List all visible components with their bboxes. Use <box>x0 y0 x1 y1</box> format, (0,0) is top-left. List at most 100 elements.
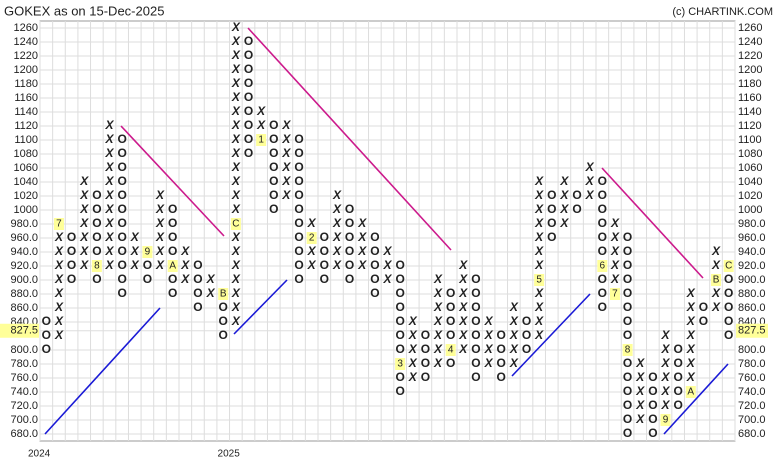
o-box: O <box>446 356 455 370</box>
o-box: O <box>446 328 455 342</box>
o-box: O <box>471 286 480 300</box>
o-box: O <box>67 244 76 258</box>
x-box: X <box>231 286 241 300</box>
y2-tick-label: 1100 <box>738 134 762 146</box>
month-marker-bg <box>685 386 696 398</box>
x-box: X <box>231 104 241 118</box>
x-box: X <box>79 174 89 188</box>
trend-lines <box>44 27 729 435</box>
y-tick-label: 1140 <box>14 106 38 118</box>
o-box: O <box>345 202 354 216</box>
x-box: X <box>484 314 494 328</box>
o-box: O <box>244 90 253 104</box>
x-box: X <box>433 286 443 300</box>
o-box: O <box>345 216 354 230</box>
x-box: X <box>509 342 519 356</box>
x-box: X <box>660 356 670 370</box>
x-box: X <box>206 272 216 286</box>
o-box: O <box>370 258 379 272</box>
o-box: O <box>547 230 556 244</box>
o-box: O <box>320 258 329 272</box>
o-box: O <box>598 174 607 188</box>
month-marker: A <box>169 261 176 272</box>
month-marker: 8 <box>625 345 631 356</box>
trend-line <box>120 125 225 237</box>
x-box: X <box>206 286 216 300</box>
o-box: O <box>446 314 455 328</box>
o-box: O <box>547 202 556 216</box>
x-box: X <box>660 342 670 356</box>
o-box: O <box>244 146 253 160</box>
y2-tick-label: 1020 <box>738 190 762 202</box>
x-box: X <box>534 286 544 300</box>
y2-tick-label: 1000 <box>738 204 762 216</box>
o-box: O <box>269 118 278 132</box>
x-box: X <box>180 258 190 272</box>
x-box: X <box>711 258 721 272</box>
x-box: X <box>307 244 317 258</box>
o-box: O <box>117 230 126 244</box>
o-box: O <box>117 286 126 300</box>
x-box: X <box>610 272 620 286</box>
y2-tick-label: 1160 <box>738 92 762 104</box>
o-box: O <box>92 244 101 258</box>
o-box: O <box>623 272 632 286</box>
o-box: O <box>395 370 404 384</box>
x-box: X <box>559 174 569 188</box>
o-box: O <box>269 174 278 188</box>
o-box: O <box>244 118 253 132</box>
x-box: X <box>660 398 670 412</box>
x-box: X <box>104 146 114 160</box>
o-box: O <box>724 286 733 300</box>
x-box: X <box>458 314 468 328</box>
x-box: X <box>534 216 544 230</box>
y-tick-label: 1060 <box>14 162 38 174</box>
x-box: X <box>54 314 64 328</box>
y2-tick-label: 680.0 <box>738 428 766 440</box>
o-box: O <box>598 202 607 216</box>
o-box: O <box>673 356 682 370</box>
month-marker-bg <box>230 218 241 230</box>
o-box: O <box>598 286 607 300</box>
o-box: O <box>699 300 708 314</box>
x-box: X <box>382 244 392 258</box>
y2-tick-label: 1080 <box>738 148 762 160</box>
x-box: X <box>534 300 544 314</box>
o-box: O <box>623 244 632 258</box>
y2-tick-label: 1200 <box>738 64 762 76</box>
month-marker-bg <box>723 260 734 272</box>
o-box: O <box>345 230 354 244</box>
x-box: X <box>332 230 342 244</box>
x-box: X <box>155 188 165 202</box>
o-box: O <box>193 272 202 286</box>
o-box: O <box>598 300 607 314</box>
o-box: O <box>244 76 253 90</box>
y-tick-label: 760.0 <box>10 372 38 384</box>
y2-tick-label: 760.0 <box>738 372 766 384</box>
o-box: O <box>117 132 126 146</box>
x-box: X <box>104 258 114 272</box>
o-box: O <box>269 202 278 216</box>
o-box: O <box>219 300 228 314</box>
x-box: X <box>458 286 468 300</box>
y2-tick-label: 1260 <box>738 22 762 34</box>
o-box: O <box>673 342 682 356</box>
x-box: X <box>231 244 241 258</box>
x-box: X <box>155 244 165 258</box>
x-box: X <box>180 244 190 258</box>
x-box: X <box>382 272 392 286</box>
x-box: X <box>256 104 266 118</box>
x-box: X <box>686 286 696 300</box>
y2-tick-label: 1120 <box>738 120 762 132</box>
x-box: X <box>231 174 241 188</box>
x-box: X <box>231 62 241 76</box>
grid <box>39 20 736 442</box>
x-box: X <box>559 202 569 216</box>
o-box: O <box>294 258 303 272</box>
month-marker: 3 <box>397 359 403 370</box>
o-box: O <box>598 244 607 258</box>
x-box: X <box>534 230 544 244</box>
o-box: O <box>294 174 303 188</box>
x-box: X <box>433 342 443 356</box>
o-box: O <box>471 342 480 356</box>
